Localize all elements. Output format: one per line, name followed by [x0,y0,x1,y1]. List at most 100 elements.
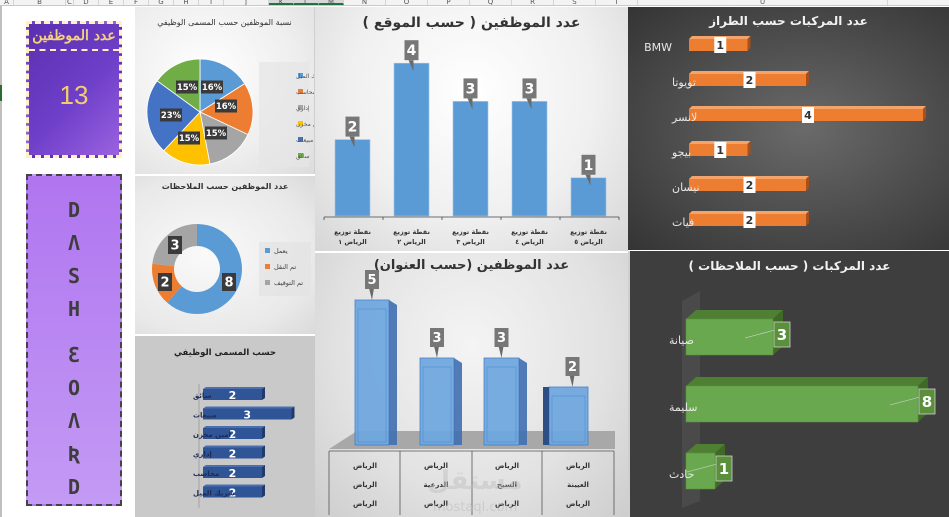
category-label: الرياض ٢ [397,238,426,246]
column-header-o[interactable]: O [386,0,428,5]
category-label: صيانة [669,334,694,347]
bar[interactable] [354,299,397,446]
bar[interactable] [393,62,430,217]
svg-text:3: 3 [525,81,535,97]
bar[interactable] [203,445,265,459]
dashboard-letter: O [67,376,81,400]
bar[interactable] [203,406,295,420]
svg-text:16%: 16% [216,102,237,112]
category-label: إداري [193,451,212,459]
legend-swatch [298,73,303,78]
category-label: الرياض ٣ [456,238,485,246]
bar[interactable] [511,101,548,217]
bar[interactable] [203,465,265,478]
svg-text:3: 3 [432,331,441,346]
column-header-m[interactable]: M [319,0,344,5]
donut-slice[interactable] [167,224,242,314]
legend-label: إداري [296,105,310,112]
data-label: 1 [581,154,596,186]
category-label: الرياض [353,500,377,508]
bar[interactable] [334,139,371,217]
bar[interactable] [543,386,596,446]
vehicle-notes-bar-chart[interactable]: عدد المركبات ( حسب الملاحظات ) 3 صيانة 8 سل… [628,251,949,517]
column-header-d[interactable]: D [74,0,99,5]
address-column-chart[interactable]: عدد الموظفين (حسب العنوان) 5 3 3 2 الرياض الر… [315,253,628,517]
bar[interactable] [685,377,928,423]
category-label: محاسب [193,470,219,478]
category-label: نيسان [672,181,700,194]
category-label: فيات [672,216,694,229]
column-header-n[interactable]: N [344,0,386,5]
category-label: الرياض [495,462,519,470]
data-label: 16% [201,80,223,94]
category-label: الرياض ١ [338,238,367,246]
location-column-chart[interactable]: عدد الموظفين ( حسب الموقع ) 2 نقطة توزيع ا… [315,7,628,251]
vehicle-model-bar-chart[interactable]: عدد المركبات حسب الطراز 1 BMW 2 تويوتا 4 لانس… [628,7,949,250]
notes-donut-chart[interactable]: عدد الموظفين حسب الملاحظات 8 2 3 يعمل تم الن… [135,176,315,334]
bar[interactable] [685,310,783,356]
category-label: الرياض [424,500,448,508]
column-header-a[interactable]: A [0,0,14,5]
legend-swatch [298,137,303,142]
chart-title: حسب المسمى الوظيفي [173,348,277,358]
data-label: 3 [744,321,791,348]
svg-text:2: 2 [160,276,169,291]
bar[interactable] [419,357,462,446]
category-label: سليمة [669,401,697,414]
address-bar-plot: 53 32الرياضالرياضالرياضالرياضالدرعيةالريا… [328,270,615,515]
column-header-q[interactable]: Q [470,0,512,5]
column-header-e[interactable]: E [99,0,124,5]
category-label: بيجو [671,146,691,159]
dashboard-letter: S [67,264,81,288]
pie-legend: شريك الميل محاسب إداري أمين مخزن مبيعات سائق [259,62,315,167]
column-header-h[interactable]: H [174,0,199,5]
column-header-p[interactable]: P [428,0,470,5]
column-header-i[interactable]: I [199,0,224,5]
bar[interactable] [483,357,527,446]
svg-text:1: 1 [719,460,729,478]
data-label: 16% [215,99,237,113]
column-header-k[interactable]: K [269,0,294,5]
category-label: الرياض [353,462,377,470]
employee-count-card[interactable]: عدد الموظفين 13 [26,21,122,158]
column-header-l[interactable]: L [294,0,319,5]
column-header-t[interactable]: T [596,0,638,5]
category-label: BMW [644,41,672,54]
svg-text:1: 1 [584,158,594,174]
svg-text:15%: 15% [206,129,227,139]
legend-label: سائق [296,153,310,160]
column-header-r[interactable]: R [512,0,554,5]
column-header-c[interactable]: C [66,0,74,5]
svg-text:8: 8 [922,393,932,411]
column-header-g[interactable]: G [149,0,174,5]
data-label: 3 [494,328,509,358]
bar[interactable] [203,484,265,498]
job-title-pie-chart[interactable]: نسبة الموظفين حسب المسمى الوظيفي 16% 16% 1… [135,7,315,174]
data-label: 3 [522,78,537,110]
column-header-j[interactable]: J [224,0,269,5]
legend-label: تم التوقيف [274,279,303,287]
bar[interactable] [452,101,489,217]
svg-text:5: 5 [367,273,376,288]
svg-text:15%: 15% [177,83,198,93]
data-label: 5 [365,270,379,300]
column-header-f[interactable]: F [124,0,149,5]
legend-label: أمين مخزن [296,120,315,128]
category-label: الرياض [495,500,519,508]
bar[interactable] [203,387,265,400]
dashboard-letter: H [67,297,81,321]
employee-count-label: عدد الموظفين [29,24,119,51]
job-title-bar-chart[interactable]: حسب المسمى الوظيفي 2 سائق 3 مبيعات 2 أمين مخز… [135,336,315,517]
column-header-u[interactable]: U [638,0,888,5]
category-label: نقطة توزيع [452,228,489,236]
chart-title: عدد الموظفين (حسب العنوان) [373,258,570,273]
category-label: نقطة توزيع [393,228,430,236]
data-label: 23% [160,108,182,122]
column-header-b[interactable]: B [14,0,66,5]
svg-text:15%: 15% [179,134,200,144]
column-header-s[interactable]: S [554,0,596,5]
bar[interactable] [570,177,607,217]
bar[interactable] [203,426,265,439]
